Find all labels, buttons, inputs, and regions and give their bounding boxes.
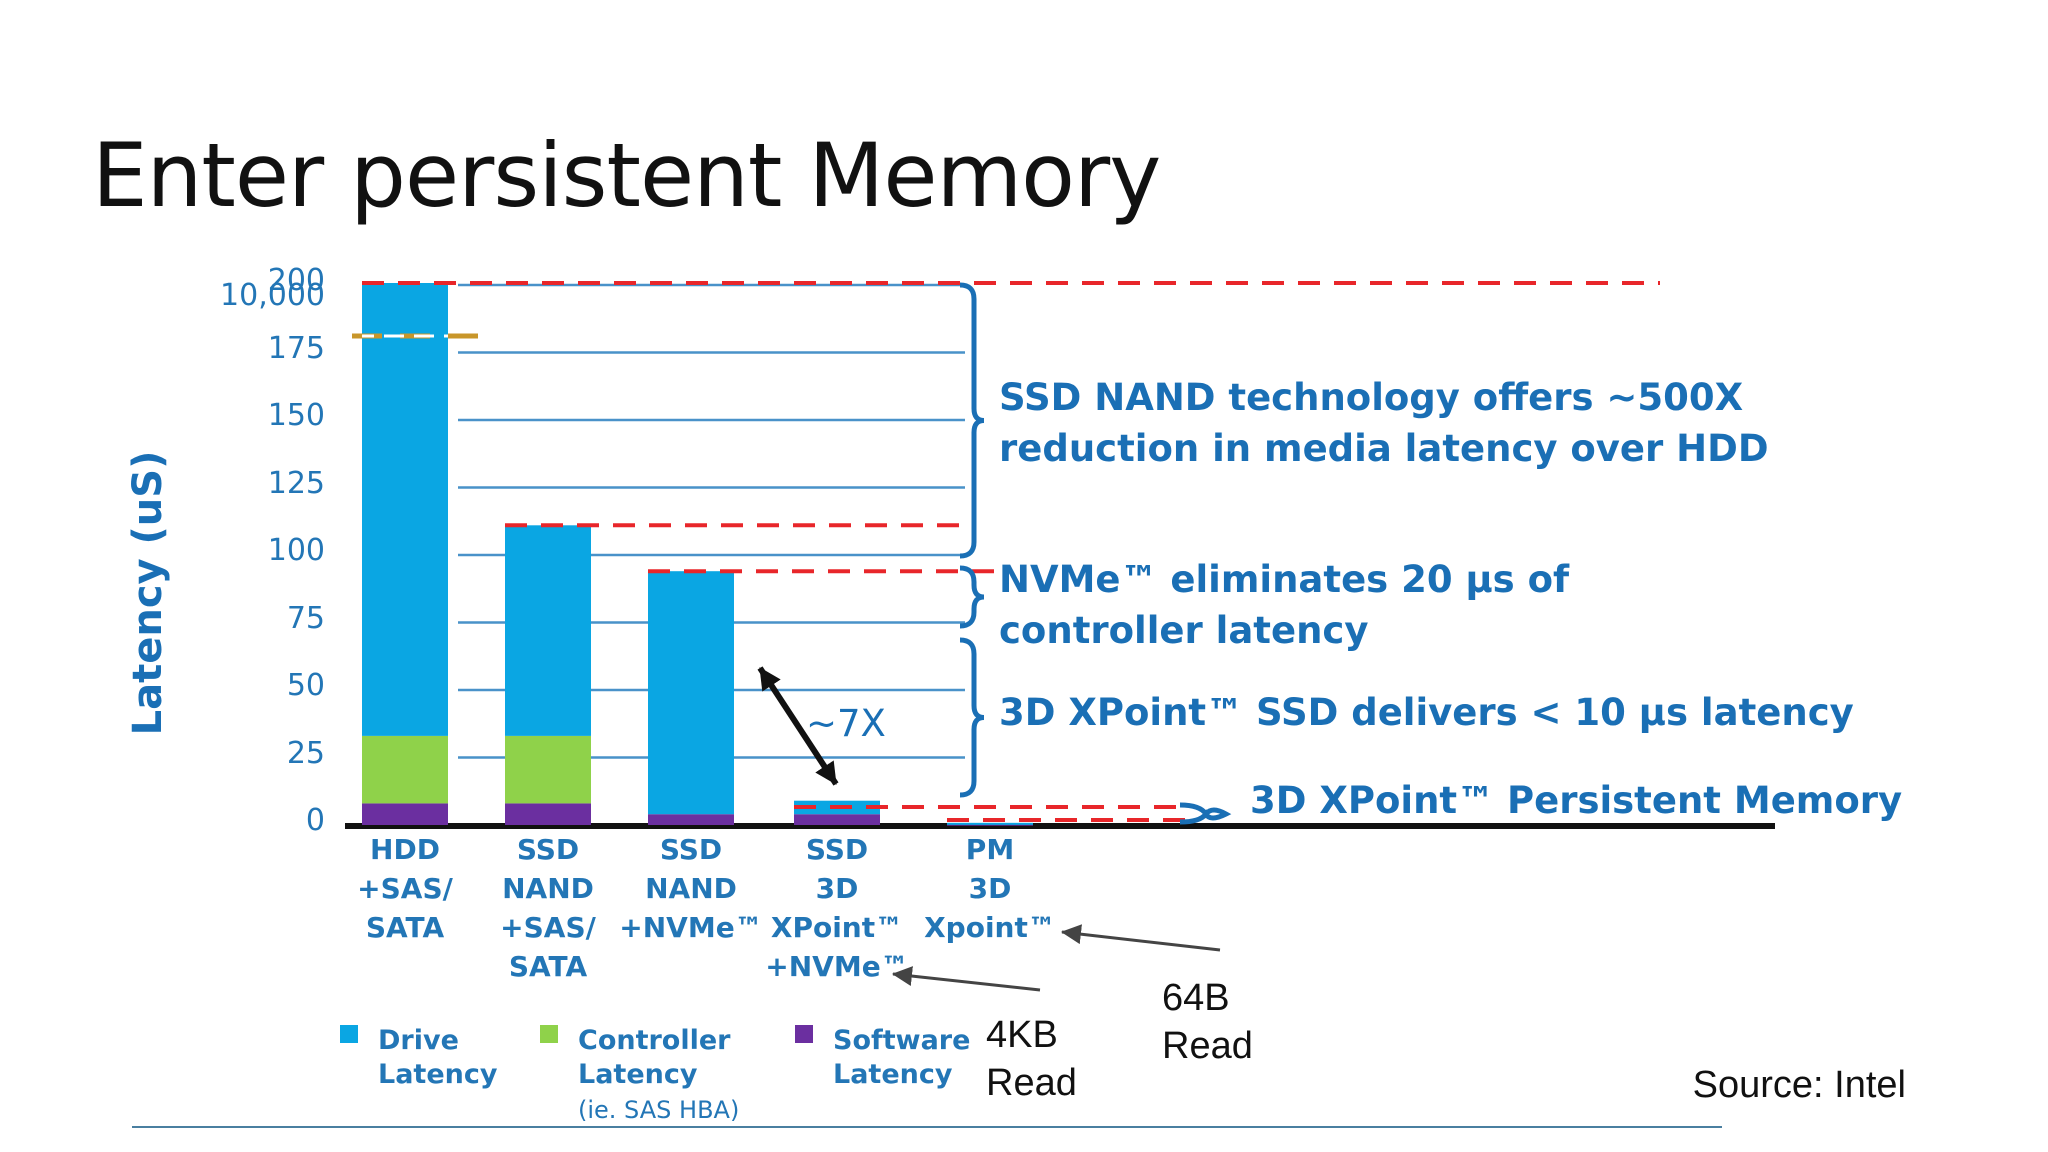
x-tick-hdd-sas-sata: HDD +SAS/ SATA xyxy=(357,833,453,944)
legend-label-software-latency: Software Latency xyxy=(833,1025,971,1090)
arrow-64b-read xyxy=(1061,924,1221,952)
bar-ssd-nand-sas-sata-software-latency xyxy=(505,803,591,825)
x-tick-pm-3d-xpoint: PM 3D Xpoint™ xyxy=(924,833,1056,944)
bar-ssd-nand-nvme-software-latency xyxy=(648,814,734,825)
source-credit: Source: Intel xyxy=(1692,1064,1906,1106)
y-tick-75: 75 xyxy=(286,600,325,636)
footer-rule xyxy=(132,1126,1722,1128)
bar-ssd-nand-nvme-drive-latency xyxy=(648,571,734,815)
x-tick-ssd-3d-xpoint-nvme: SSD 3D XPoint™ +NVMe™ xyxy=(765,833,909,983)
legend-swatch-controller-latency xyxy=(540,1025,558,1043)
bar-hdd-sas-sata-software-latency xyxy=(362,803,448,825)
brace-nand-500x xyxy=(959,282,985,559)
bar-ssd-3d-xpoint-nvme-software-latency xyxy=(794,814,880,825)
arrow-4kb-read xyxy=(892,966,1041,992)
legend-swatch-software-latency xyxy=(795,1025,813,1043)
note-4kb-read: 4KB Read xyxy=(986,1014,1077,1104)
annotation-persistent-memory: 3D XPoint™ Persistent Memory xyxy=(1250,779,1903,822)
slide-title: Enter persistent Memory xyxy=(92,124,1161,227)
x-tick-ssd-nand-nvme: SSD NAND +NVMe™ xyxy=(619,833,763,944)
legend-swatch-drive-latency xyxy=(340,1025,358,1043)
y-axis-label: Latency (uS) xyxy=(125,450,171,736)
brace-persistent-memory xyxy=(1179,802,1232,825)
y-tick-100: 100 xyxy=(267,533,325,568)
y-tick-50: 50 xyxy=(286,668,325,703)
legend-note-controller-latency: (ie. SAS HBA) xyxy=(578,1096,740,1124)
brace-xpoint-ssd xyxy=(959,637,985,798)
annotation-nvme-20us: NVMe™ eliminates 20 µs of controller lat… xyxy=(999,558,1570,652)
bar-hdd-sas-sata-drive-latency xyxy=(362,283,448,736)
y-tick-0: 0 xyxy=(305,803,325,838)
note-64b-read: 64B Read xyxy=(1162,977,1253,1067)
bar-ssd-nand-sas-sata-controller-latency xyxy=(505,735,591,804)
y-tick-150: 150 xyxy=(267,398,325,433)
annotation-xpoint-ssd: 3D XPoint™ SSD delivers < 10 µs latency xyxy=(999,691,1854,734)
y-tick-175: 175 xyxy=(267,330,325,366)
brace-nvme-20us xyxy=(959,565,985,629)
y-tick-200: 200 xyxy=(267,263,325,298)
legend-label-controller-latency: Controller Latency xyxy=(578,1025,731,1090)
y-tick-125: 125 xyxy=(267,465,325,501)
annotation-nand-500x: SSD NAND technology offers ~500X reducti… xyxy=(999,376,1769,470)
bar-ssd-nand-sas-sata-drive-latency xyxy=(505,525,591,736)
y-tick-25: 25 xyxy=(286,735,325,771)
annotation-7x: ~7X xyxy=(806,702,886,745)
x-tick-ssd-nand-sas-sata: SSD NAND +SAS/ SATA xyxy=(500,833,596,983)
y-tick-10-000: 10,000 xyxy=(220,278,325,313)
legend-label-drive-latency: Drive Latency xyxy=(378,1025,498,1090)
bar-hdd-sas-sata-controller-latency xyxy=(362,735,448,804)
bar-pm-3d-xpoint-drive-latency xyxy=(947,822,1033,825)
